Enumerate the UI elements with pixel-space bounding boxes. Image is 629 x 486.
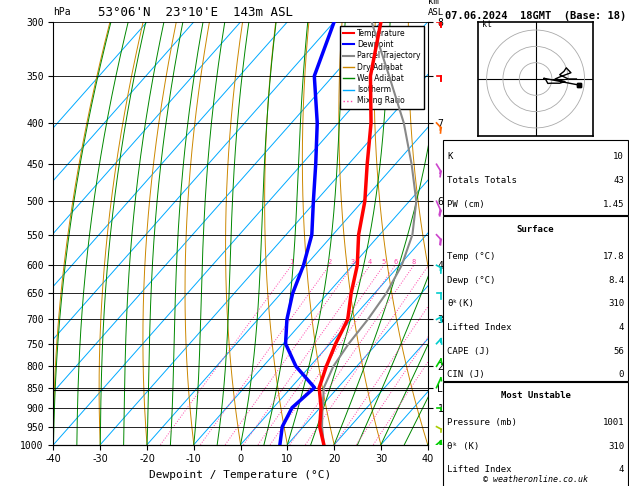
Text: 07.06.2024  18GMT  (Base: 18): 07.06.2024 18GMT (Base: 18) [445, 11, 626, 21]
Text: Dewp (°C): Dewp (°C) [447, 276, 496, 285]
Text: Most Unstable: Most Unstable [501, 391, 571, 400]
Text: 17.8: 17.8 [603, 252, 624, 261]
Text: CIN (J): CIN (J) [447, 370, 485, 379]
Text: Surface: Surface [517, 225, 554, 234]
X-axis label: Dewpoint / Temperature (°C): Dewpoint / Temperature (°C) [150, 470, 331, 480]
Text: 1: 1 [289, 260, 294, 265]
Text: Totals Totals: Totals Totals [447, 176, 517, 185]
Text: Lifted Index: Lifted Index [447, 465, 511, 474]
Text: 310: 310 [608, 442, 624, 451]
Text: hPa: hPa [53, 7, 71, 17]
Text: 1001: 1001 [603, 418, 624, 427]
Text: θᵏ(K): θᵏ(K) [447, 299, 474, 308]
Text: Lifted Index: Lifted Index [447, 323, 511, 332]
Title: 53°06'N  23°10'E  143m ASL: 53°06'N 23°10'E 143m ASL [98, 6, 293, 19]
Bar [443, 382, 628, 486]
Text: 6: 6 [393, 260, 398, 265]
Text: 310: 310 [608, 299, 624, 308]
Y-axis label: Mixing Ratio (g/kg): Mixing Ratio (g/kg) [459, 177, 469, 289]
Text: kt: kt [482, 20, 492, 29]
Text: 0: 0 [619, 370, 624, 379]
Text: 8.4: 8.4 [608, 276, 624, 285]
Text: Pressure (mb): Pressure (mb) [447, 418, 517, 427]
Bar [443, 216, 628, 381]
Text: K: K [447, 152, 452, 161]
Text: 4: 4 [368, 260, 372, 265]
Text: 10: 10 [613, 152, 624, 161]
Text: Temp (°C): Temp (°C) [447, 252, 496, 261]
Text: 2: 2 [327, 260, 331, 265]
Text: θᵏ (K): θᵏ (K) [447, 442, 479, 451]
Text: 43: 43 [613, 176, 624, 185]
Text: 4: 4 [619, 323, 624, 332]
Text: CAPE (J): CAPE (J) [447, 347, 490, 356]
Text: 8: 8 [411, 260, 416, 265]
Text: © weatheronline.co.uk: © weatheronline.co.uk [483, 475, 588, 484]
Text: 56: 56 [613, 347, 624, 356]
Text: 3: 3 [351, 260, 355, 265]
Text: km
ASL: km ASL [428, 0, 444, 17]
Text: 1.45: 1.45 [603, 200, 624, 208]
Text: PW (cm): PW (cm) [447, 200, 485, 208]
Text: 4: 4 [619, 465, 624, 474]
Bar [443, 140, 628, 215]
Legend: Temperature, Dewpoint, Parcel Trajectory, Dry Adiabat, Wet Adiabat, Isotherm, Mi: Temperature, Dewpoint, Parcel Trajectory… [340, 26, 424, 108]
Text: 5: 5 [382, 260, 386, 265]
